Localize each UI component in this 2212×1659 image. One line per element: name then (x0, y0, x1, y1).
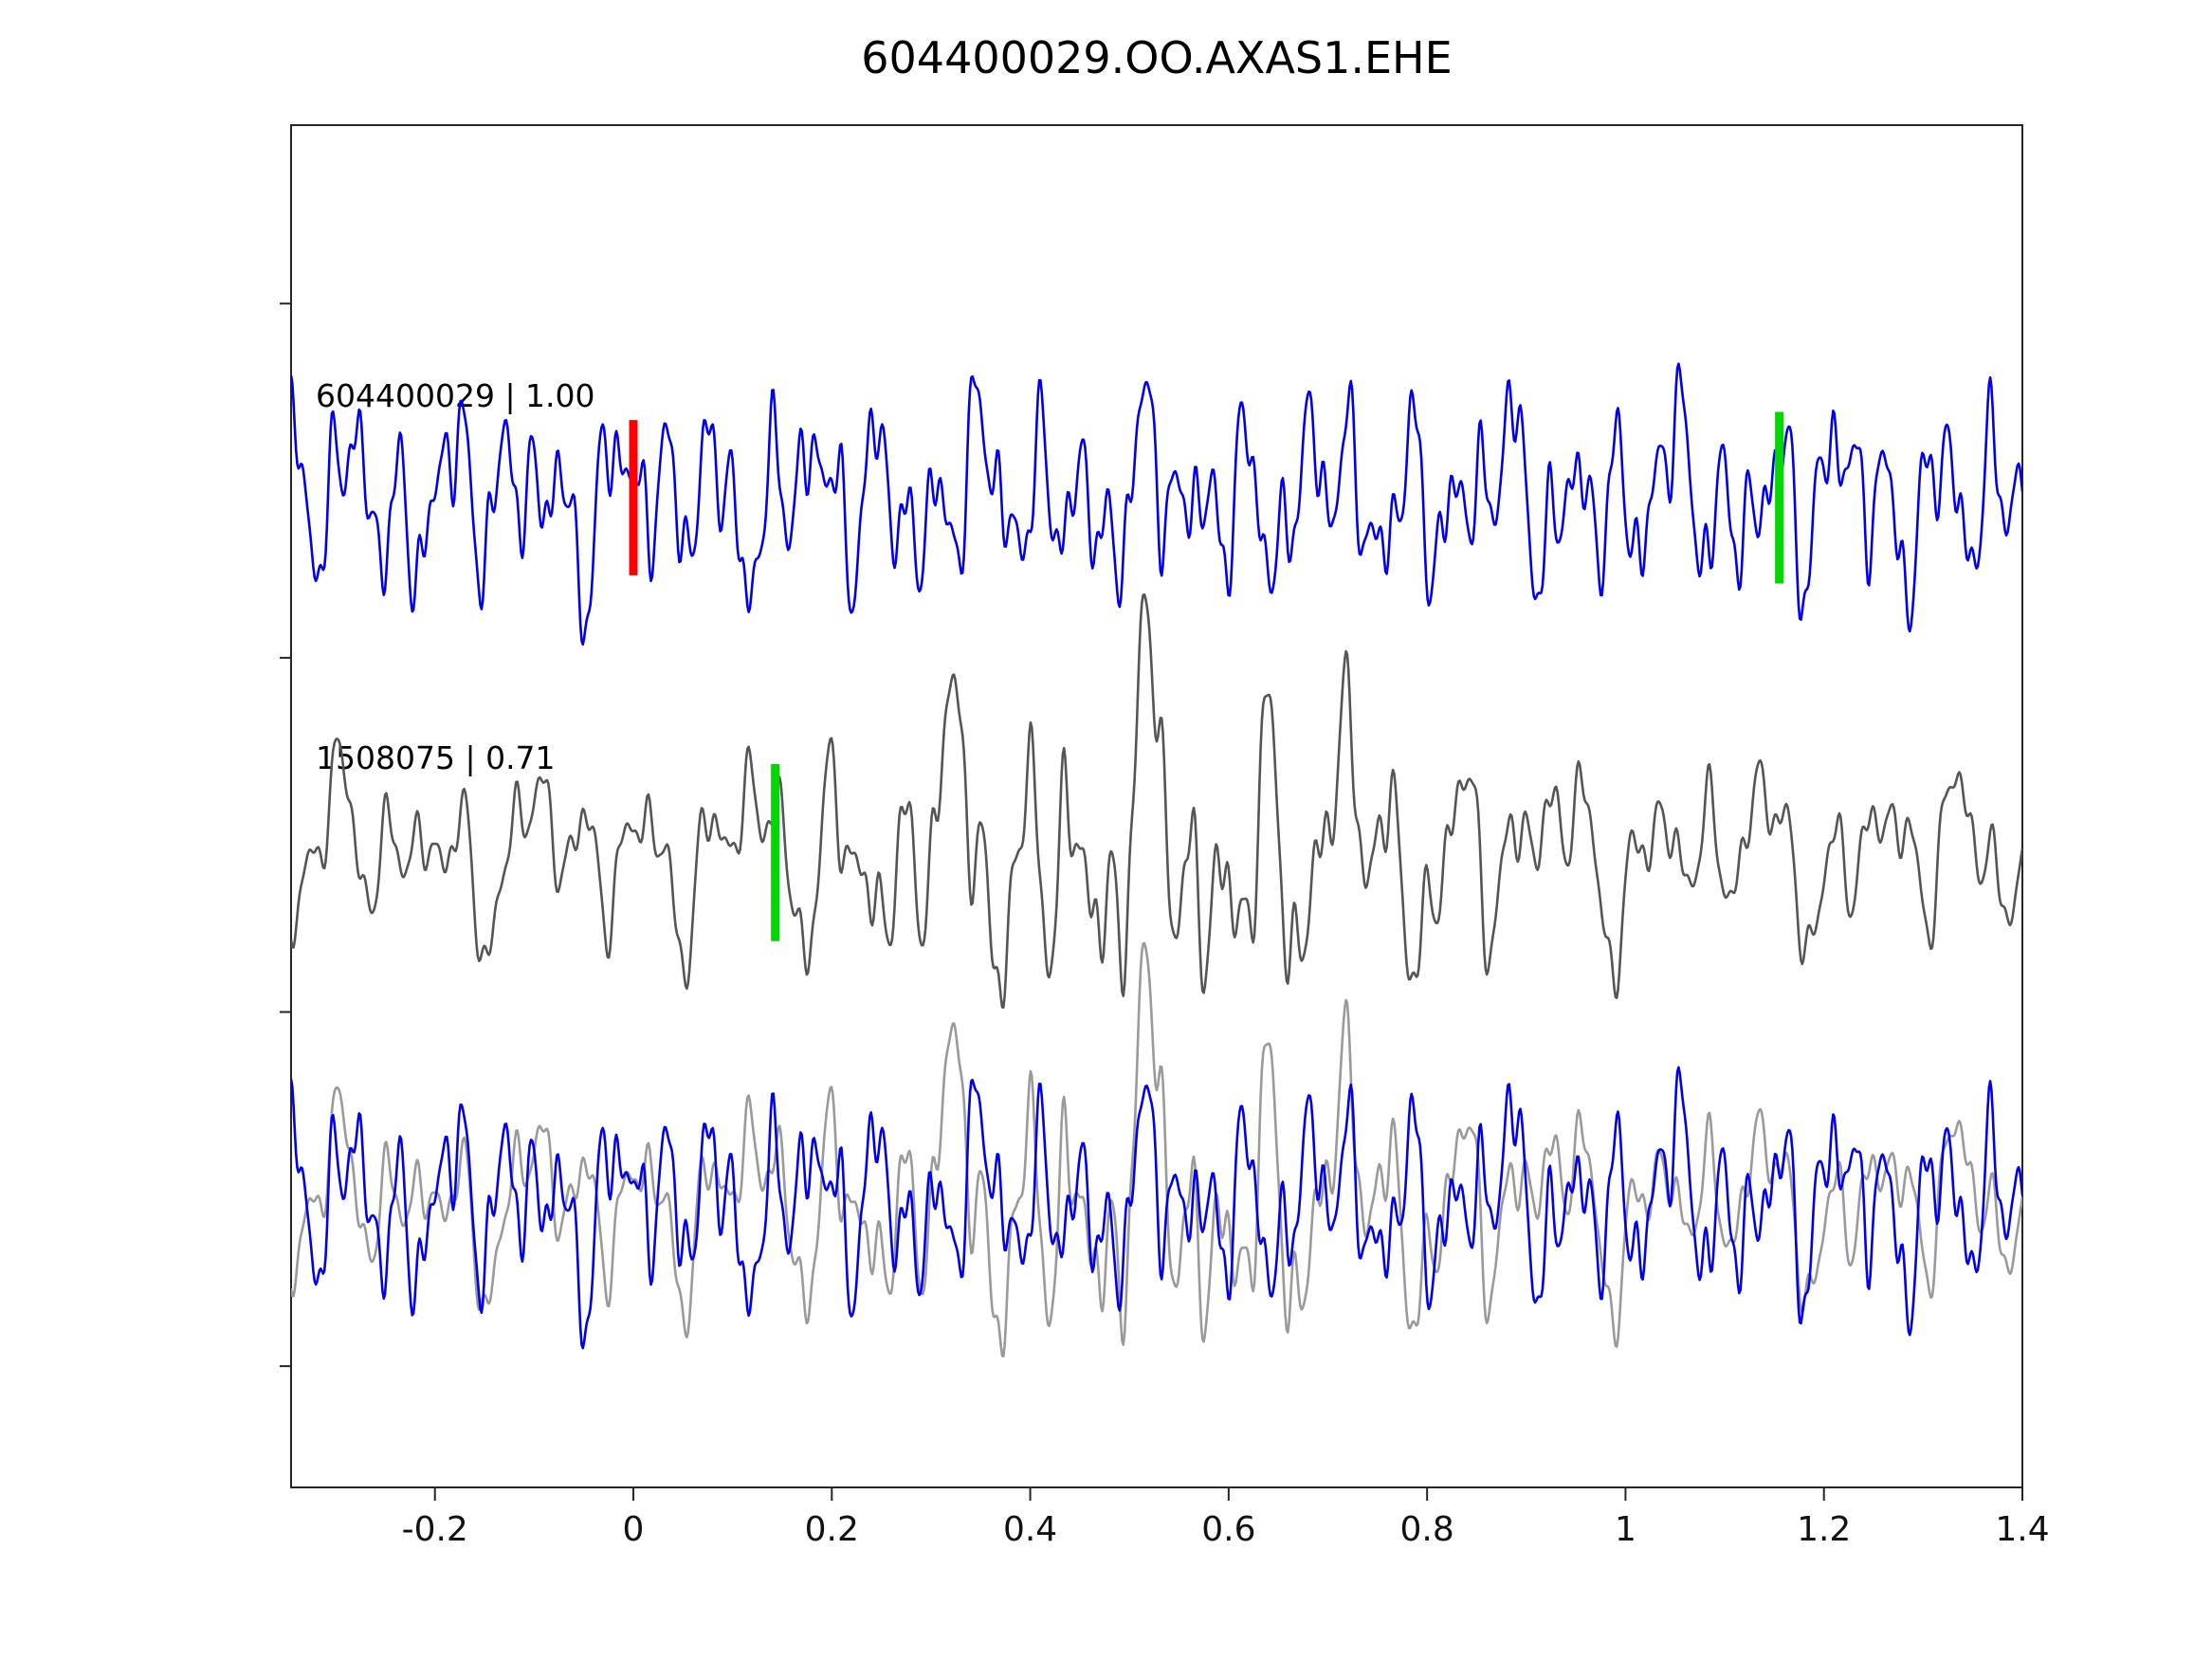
x-tick-label: 1.4 (1995, 1510, 2049, 1549)
x-tick-label: 0.8 (1400, 1510, 1454, 1549)
x-tick-label: 1 (1615, 1510, 1636, 1549)
x-tick-label: 0.4 (1003, 1510, 1057, 1549)
x-tick-label: 0.2 (805, 1510, 859, 1549)
trace-overlay-604400029 (291, 1066, 2022, 1350)
x-tick-label: 1.2 (1797, 1510, 1851, 1549)
trace-label-604400029: 604400029 | 1.00 (316, 377, 595, 414)
chart-title: 604400029.OO.AXAS1.EHE (861, 32, 1453, 83)
x-tick-label: 0 (623, 1510, 645, 1549)
trace-1508075 (291, 592, 2022, 1010)
x-tick-label: -0.2 (402, 1510, 468, 1549)
trace-overlay-1508075 (291, 941, 2022, 1358)
x-tick-label: 0.6 (1201, 1510, 1255, 1549)
plot-area (291, 362, 2022, 1358)
plot-border (290, 124, 2023, 1488)
trace-label-1508075: 1508075 | 0.71 (316, 739, 556, 776)
trace-604400029 (291, 362, 2022, 647)
